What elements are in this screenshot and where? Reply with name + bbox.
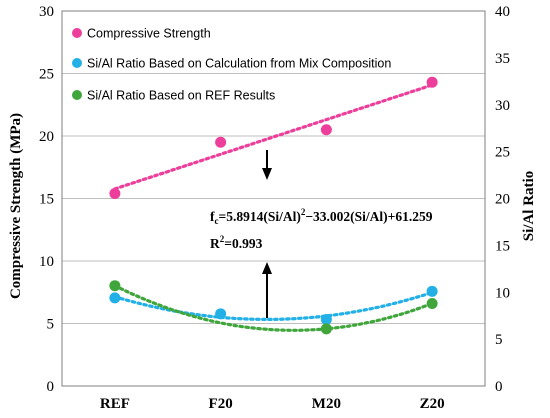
legend-label: Si/Al Ratio Based on Calculation from Mi… (87, 57, 391, 71)
trend-line (113, 284, 434, 332)
data-point (109, 280, 121, 292)
data-point (109, 292, 121, 304)
legend-marker (72, 90, 82, 100)
y2-tick-label: 15 (495, 238, 510, 254)
regression-equation: fc=5.8914(Si/Al)2−33.002(Si/Al)+61.259 (210, 207, 433, 226)
y-tick-label: 25 (39, 67, 54, 83)
x-tick-label: M20 (312, 396, 341, 412)
legend: Compressive Strength Si/Al Ratio Based on… (72, 27, 391, 103)
x-tick-label: Z20 (420, 396, 445, 412)
y2-tick-label: 5 (495, 332, 503, 348)
x-tick-label: REF (100, 396, 130, 412)
trend-line (113, 83, 434, 191)
data-point (426, 298, 438, 309)
legend-marker (72, 28, 82, 38)
y2-tick-label: 10 (495, 285, 510, 301)
legend-label: Si/Al Ratio Based on REF Results (87, 89, 275, 103)
y-axis-label: Compressive Strength (MPa) (8, 113, 24, 299)
legend-item: Si/Al Ratio Based on Calculation from Mi… (72, 57, 391, 71)
trend-lines (113, 83, 434, 332)
data-point (320, 313, 332, 325)
y-tick-label: 20 (39, 129, 54, 145)
down-arrow (262, 150, 272, 180)
plot-frame (61, 10, 486, 387)
data-point (320, 323, 332, 335)
data-point (320, 124, 332, 136)
data-points (109, 76, 438, 335)
data-point (215, 308, 227, 320)
trend-line (113, 290, 434, 321)
y2-axis-label: Si/Al Ratio (521, 171, 537, 241)
y-tick-label: 10 (39, 254, 54, 270)
grid-lines (62, 73, 485, 324)
tick-labels: 0 5 10 15 20 25 30 0 5 10 15 20 25 30 35 40 REF F20 M20 Z20 (39, 4, 510, 412)
data-point (109, 188, 121, 199)
y2-tick-label: 30 (495, 98, 510, 114)
y2-tick-label: 25 (495, 145, 510, 161)
y2-tick-label: 20 (495, 192, 510, 208)
legend-item: Compressive Strength (72, 27, 211, 41)
data-point (426, 285, 438, 297)
y2-tick-label: 0 (495, 379, 503, 395)
y-tick-label: 15 (39, 192, 54, 208)
x-tick-label: F20 (209, 396, 233, 412)
y-tick-label: 0 (47, 379, 55, 395)
y-tick-label: 5 (47, 317, 55, 333)
legend-marker (72, 58, 82, 68)
legend-item: Si/Al Ratio Based on REF Results (72, 89, 275, 103)
r-squared-label: R2=0.993 (210, 234, 263, 251)
y2-tick-label: 40 (495, 4, 510, 20)
data-point (426, 76, 438, 88)
up-arrow (262, 262, 272, 318)
data-point (215, 136, 227, 148)
y-tick-label: 30 (39, 4, 54, 20)
y2-tick-label: 35 (495, 51, 510, 67)
legend-label: Compressive Strength (87, 27, 211, 41)
